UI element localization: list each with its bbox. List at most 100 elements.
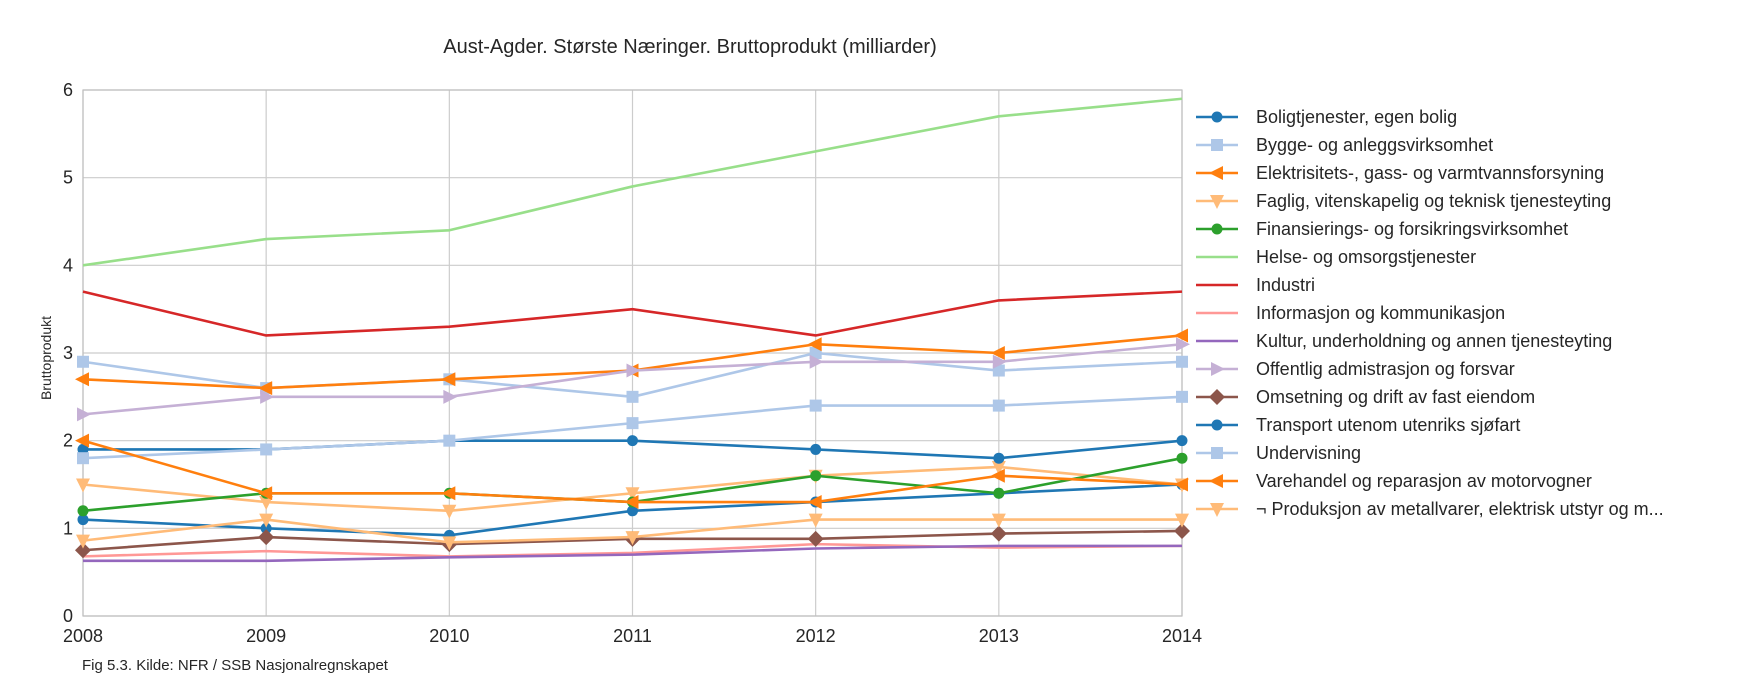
legend-entry-6: Industri — [1196, 275, 1315, 295]
legend-entry-1: Bygge- og anleggsvirksomhet — [1196, 135, 1493, 155]
legend-entry-11: Transport utenom utenriks sjøfart — [1196, 415, 1520, 435]
y-tick-label: 5 — [63, 168, 73, 188]
legend-label: Elektrisitets-, gass- og varmtvannsforsy… — [1256, 163, 1604, 183]
data-point — [810, 443, 822, 455]
data-point — [75, 372, 89, 387]
series-line — [83, 544, 1182, 563]
legend-entry-4: Finansierings- og forsikringsvirksomhet — [1196, 219, 1568, 239]
legend-label: Undervisning — [1256, 443, 1361, 463]
data-point — [809, 399, 822, 412]
data-point — [991, 513, 1006, 528]
y-tick-label: 0 — [63, 606, 73, 626]
data-point — [1176, 355, 1188, 368]
legend-label: Faglig, vitenskapelig og teknisk tjenest… — [1256, 191, 1611, 211]
legend-marker — [1211, 419, 1223, 431]
legend-marker — [1211, 139, 1223, 151]
legend: Boligtjenester, egen bolig Bygge- og anle… — [1196, 107, 1664, 519]
data-point — [810, 470, 822, 482]
data-point — [991, 460, 1006, 475]
legend-marker — [1210, 195, 1224, 209]
data-point — [76, 478, 90, 493]
x-tick-label: 2008 — [63, 626, 103, 646]
series-group — [75, 97, 1190, 563]
series-7 — [82, 542, 1183, 558]
data-point — [260, 389, 275, 404]
data-point — [1176, 390, 1188, 403]
data-point — [626, 390, 639, 403]
x-tick-label: 2012 — [796, 626, 836, 646]
data-point — [990, 468, 1005, 483]
x-tick-label: 2014 — [1162, 626, 1202, 646]
data-point — [259, 496, 274, 511]
data-point — [1174, 477, 1188, 492]
data-point — [627, 435, 638, 447]
data-point — [992, 364, 1005, 377]
y-tick-label: 6 — [63, 80, 73, 100]
data-point — [443, 389, 458, 404]
x-tick-label: 2009 — [246, 626, 286, 646]
data-point — [442, 504, 457, 519]
legend-entry-14: ¬ Produksjon av metallvarer, elektrisk u… — [1196, 499, 1664, 519]
data-point — [990, 346, 1005, 360]
series-6 — [82, 290, 1183, 337]
data-point — [809, 347, 822, 359]
y-tick-label: 2 — [63, 431, 73, 451]
series-line — [82, 542, 1183, 558]
series-14 — [76, 513, 1189, 551]
data-point — [1175, 513, 1189, 528]
legend-entry-5: Helse- og omsorgstjenester — [1196, 247, 1476, 267]
series-12 — [77, 390, 1188, 465]
data-point — [258, 381, 273, 396]
source-note: Fig 5.3. Kilde: NFR / SSB Nasjonalregnsk… — [82, 657, 388, 674]
legend-label: Omsetning og drift av fast eiendom — [1256, 387, 1535, 407]
series-line — [82, 290, 1183, 337]
data-point — [626, 417, 639, 430]
data-point — [625, 487, 640, 502]
legend-marker — [1209, 166, 1223, 180]
data-point — [992, 354, 1007, 369]
data-point — [1176, 452, 1188, 464]
data-point — [77, 443, 89, 455]
legend-label: Bygge- og anleggsvirksomhet — [1256, 135, 1493, 155]
legend-label: Helse- og omsorgstjenester — [1256, 247, 1476, 267]
legend-label: Transport utenom utenriks sjøfart — [1256, 415, 1520, 435]
legend-entry-10: Omsetning og drift av fast eiendom — [1196, 387, 1535, 407]
data-point — [75, 542, 91, 559]
legend-label: Informasjon og kommunikasjon — [1256, 303, 1505, 323]
data-point — [260, 443, 273, 456]
series-line — [82, 97, 1183, 267]
legend-marker — [1209, 389, 1225, 405]
data-point — [259, 513, 274, 528]
data-point — [990, 525, 1007, 542]
data-point — [1176, 337, 1190, 352]
data-point — [625, 531, 640, 546]
data-point — [77, 407, 91, 422]
series-5 — [82, 97, 1183, 267]
legend-entry-7: Informasjon og kommunikasjon — [1196, 303, 1505, 323]
y-tick-label: 3 — [63, 343, 73, 363]
data-point — [807, 530, 824, 547]
legend-label: Varehandel og reparasjon av motorvogner — [1256, 471, 1592, 491]
data-point — [77, 505, 89, 517]
axes: 0 1 2 3 4 5 6 2008 2009 2010 2011 2012 2013 2014 — [63, 80, 1202, 646]
legend-label: Boligtjenester, egen bolig — [1256, 107, 1457, 127]
legend-marker — [1211, 362, 1225, 376]
legend-label: Industri — [1256, 275, 1315, 295]
legend-entry-8: Kultur, underholdning og annen tjenestey… — [1196, 331, 1612, 351]
data-point — [1176, 435, 1188, 447]
chart-title: Aust-Agder. Største Næringer. Bruttoprod… — [443, 36, 937, 58]
data-point — [808, 513, 823, 528]
data-point — [76, 534, 90, 549]
legend-entry-12: Undervisning — [1196, 443, 1361, 463]
legend-entry-2: Elektrisitets-, gass- og varmtvannsforsy… — [1196, 163, 1604, 183]
x-tick-label: 2013 — [979, 626, 1019, 646]
data-point — [77, 514, 89, 526]
y-tick-label: 1 — [63, 518, 73, 538]
legend-entry-13: Varehandel og reparasjon av motorvogner — [1196, 471, 1592, 491]
plot-frame — [82, 89, 1183, 617]
data-point — [441, 372, 456, 387]
x-tick-label: 2011 — [613, 626, 652, 646]
legend-label: Offentlig admistrasjon og forsvar — [1256, 359, 1515, 379]
data-point — [626, 363, 641, 378]
